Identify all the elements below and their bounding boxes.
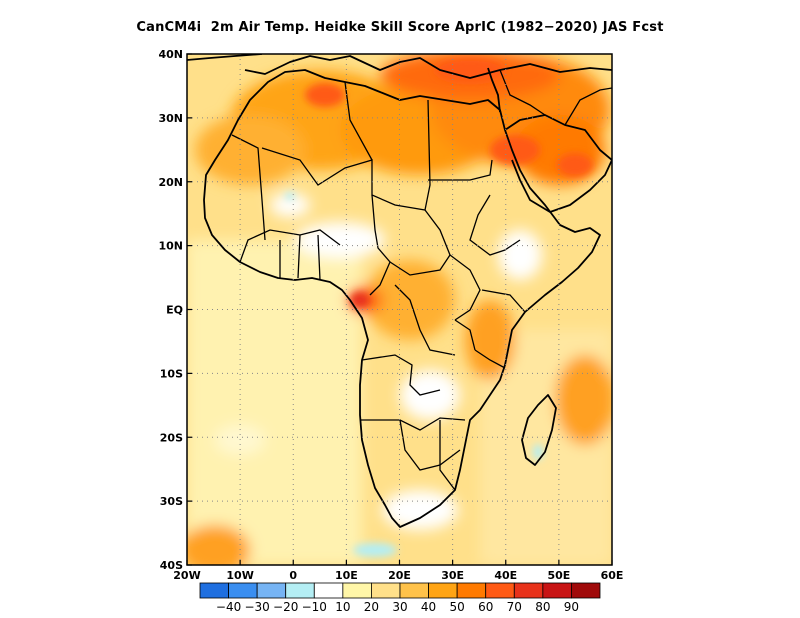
lat-tick-label: 10N — [158, 240, 183, 253]
colorbar-label: 60 — [478, 600, 493, 614]
lon-tick-label: 20E — [388, 569, 411, 582]
colorbar-label: −10 — [302, 600, 327, 614]
colorbar-label: 70 — [507, 600, 522, 614]
lat-axis: 40N 30N 20N 10N EQ 10S 20S 30S 40S — [158, 48, 192, 572]
lon-tick-label: 10W — [226, 569, 253, 582]
colorbar-swatch — [456, 582, 487, 599]
country-borders — [231, 69, 612, 491]
lat-tick-label: 30N — [158, 112, 183, 125]
colorbar-swatch — [256, 582, 287, 599]
colorbar-label: 30 — [392, 600, 407, 614]
colorbar-swatch — [371, 582, 401, 599]
colorbar-swatch — [571, 582, 601, 599]
lon-tick-label: 0 — [289, 569, 297, 582]
gridlines — [187, 54, 612, 565]
colorbar-swatch — [199, 582, 229, 599]
map-title: CanCM4i 2m Air Temp. Heidke Skill Score … — [136, 20, 664, 35]
colorbar: −40 −30 −20 −10 10 20 30 40 50 60 70 80 90 — [199, 582, 601, 614]
colorbar-label: 20 — [364, 600, 379, 614]
colorbar-label: 50 — [450, 600, 465, 614]
colorbar-label: −20 — [273, 600, 298, 614]
coastline — [187, 54, 612, 528]
colorbar-swatch — [313, 582, 344, 599]
lon-axis: 20W 10W 0 10E 20E 30E 40E 50E 60E — [173, 560, 623, 582]
colorbar-swatch — [428, 582, 458, 599]
lon-tick-label: 30E — [441, 569, 464, 582]
colorbar-label: 90 — [564, 600, 579, 614]
colorbar-swatch — [228, 582, 258, 599]
colorbar-swatch — [285, 582, 315, 599]
colorbar-swatch — [513, 582, 544, 599]
lon-tick-label: 10E — [335, 569, 358, 582]
lat-tick-label: 10S — [160, 367, 183, 380]
skill-field — [187, 54, 612, 565]
lat-tick-label: 40N — [158, 48, 183, 61]
colorbar-swatch — [399, 582, 429, 599]
colorbar-swatch — [485, 582, 515, 599]
lat-tick-label: EQ — [166, 304, 183, 317]
lon-tick-label: 20W — [173, 569, 200, 582]
lon-tick-label: 40E — [494, 569, 517, 582]
colorbar-swatch — [542, 582, 572, 599]
colorbar-swatch — [342, 582, 372, 599]
colorbar-label: −30 — [244, 600, 269, 614]
lon-tick-label: 50E — [547, 569, 570, 582]
lon-tick-label: 60E — [601, 569, 624, 582]
lat-tick-label: 20N — [158, 176, 183, 189]
lat-tick-label: 30S — [160, 495, 183, 508]
colorbar-label: 10 — [335, 600, 350, 614]
colorbar-label: 40 — [421, 600, 436, 614]
colorbar-label: −40 — [216, 600, 241, 614]
lat-tick-label: 20S — [160, 431, 183, 444]
colorbar-label: 80 — [535, 600, 550, 614]
lat-tick-label: 40S — [160, 559, 183, 572]
